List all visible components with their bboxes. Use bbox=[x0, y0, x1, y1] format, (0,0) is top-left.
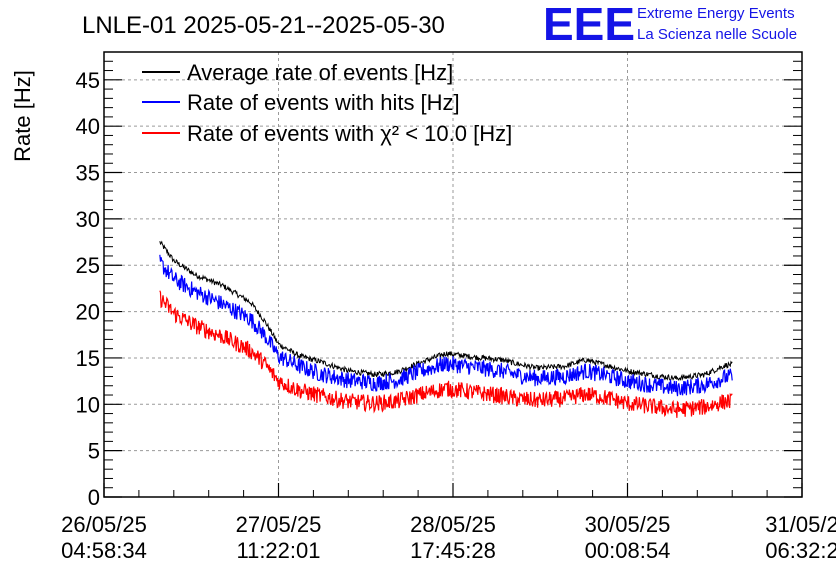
x-tick-label-time: 06:32:2 bbox=[765, 538, 836, 563]
series-line bbox=[159, 254, 733, 397]
y-tick-label: 45 bbox=[76, 68, 100, 93]
y-tick-label: 15 bbox=[76, 346, 100, 371]
y-tick-label: 0 bbox=[88, 485, 100, 510]
x-tick-label-time: 04:58:34 bbox=[61, 538, 147, 563]
series-chi2 bbox=[159, 290, 733, 418]
legend-entry-average: Average rate of events [Hz] bbox=[187, 60, 453, 85]
series-layer bbox=[159, 240, 733, 418]
x-tick-label-date: 28/05/25 bbox=[410, 512, 496, 537]
series-average bbox=[159, 240, 733, 381]
logo-mark: EEE bbox=[543, 0, 635, 50]
legend-entry-hits: Rate of events with hits [Hz] bbox=[187, 90, 460, 115]
legend: Average rate of events [Hz] Rate of even… bbox=[142, 60, 512, 146]
eee-logo: EEE Extreme Energy Events La Scienza nel… bbox=[543, 0, 797, 50]
x-tick-label-time: 17:45:28 bbox=[410, 538, 496, 563]
y-tick-label: 40 bbox=[76, 114, 100, 139]
legend-entry-chi2: Rate of events with χ² < 10.0 [Hz] bbox=[187, 121, 512, 146]
x-tick-label-date: 26/05/25 bbox=[61, 512, 147, 537]
y-axis-label: Rate [Hz] bbox=[10, 70, 35, 162]
x-tick-label-time: 00:08:54 bbox=[585, 538, 671, 563]
y-tick-label: 10 bbox=[76, 392, 100, 417]
series-line bbox=[159, 290, 733, 418]
x-tick-label-time: 11:22:01 bbox=[236, 538, 320, 563]
x-tick-label-date: 30/05/25 bbox=[585, 512, 671, 537]
y-tick-label: 25 bbox=[76, 253, 100, 278]
x-tick-label-date: 27/05/25 bbox=[236, 512, 322, 537]
logo-line-1: Extreme Energy Events bbox=[637, 5, 795, 22]
y-tick-label: 5 bbox=[88, 439, 100, 464]
y-tick-label: 35 bbox=[76, 161, 100, 186]
x-tick-label-date: 31/05/2 bbox=[765, 512, 836, 537]
grid bbox=[104, 52, 802, 497]
series-hits bbox=[159, 254, 733, 397]
series-line bbox=[159, 240, 733, 381]
y-tick-label: 30 bbox=[76, 207, 100, 232]
y-tick-label: 20 bbox=[76, 300, 100, 325]
chart-title: LNLE-01 2025-05-21--2025-05-30 bbox=[82, 12, 445, 39]
logo-line-2: La Scienza nelle Scuole bbox=[637, 26, 797, 43]
